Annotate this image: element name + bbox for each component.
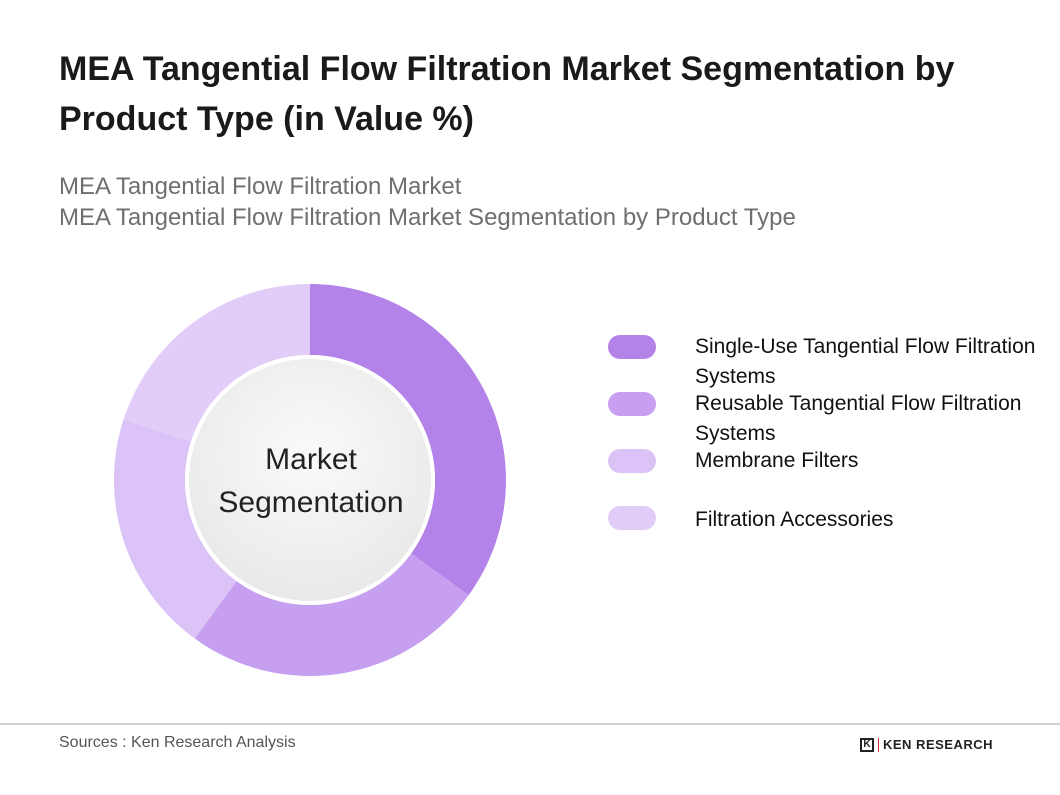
slice-accessories: [123, 284, 310, 442]
legend-swatch: [608, 449, 656, 473]
subtitle-line-1: MEA Tangential Flow Filtration Market: [59, 173, 462, 200]
center-label-line-1: Market: [265, 443, 357, 476]
source-note: Sources : Ken Research Analysis: [59, 734, 296, 751]
donut-center: [189, 359, 431, 601]
logo-mark-icon: K: [860, 737, 874, 752]
subtitle-line-2: MEA Tangential Flow Filtration Market Se…: [59, 204, 796, 231]
slice-single-use: [310, 284, 506, 596]
legend-label: Reusable Tangential Flow Filtration Syst…: [695, 392, 1022, 445]
center-label-line-2: Segmentation: [218, 486, 404, 519]
legend-label: Membrane Filters: [695, 449, 859, 472]
logo-text: KEN RESEARCH: [883, 737, 994, 752]
slice-membrane-filters: [113, 419, 237, 639]
slice-reusable: [194, 553, 469, 676]
center-label: Market Segmentation: [188, 358, 434, 604]
legend-swatch: [608, 506, 656, 530]
legend-swatch: [608, 335, 656, 359]
donut-chart: [113, 284, 506, 676]
legend-swatch: [608, 392, 656, 416]
chart-title: MEA Tangential Flow Filtration Market Se…: [59, 50, 955, 138]
legend-label: Single-Use Tangential Flow Filtration Sy…: [695, 335, 1036, 388]
legend-label: Filtration Accessories: [695, 508, 894, 531]
footer-divider: [0, 723, 1060, 725]
ken-research-logo: K KEN RESEARCH: [860, 737, 993, 752]
logo-separator: [878, 737, 879, 752]
